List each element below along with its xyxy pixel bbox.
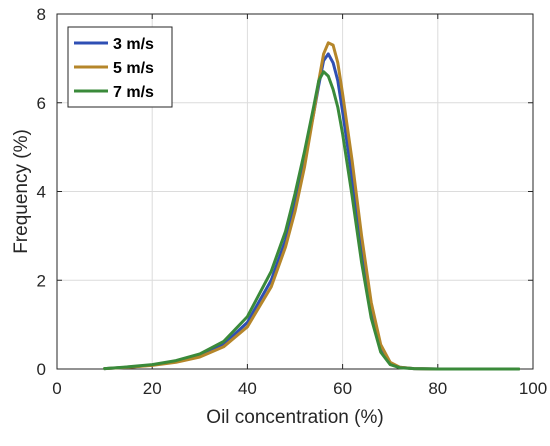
x-tick-label: 0	[52, 379, 61, 398]
x-axis-ticks: 0 20 40 60 80 100	[52, 14, 547, 398]
x-tick-label: 40	[238, 379, 257, 398]
legend-label: 5 m/s	[113, 60, 154, 77]
legend-label: 3 m/s	[113, 36, 154, 53]
series-line-7-m-s	[103, 70, 521, 371]
y-tick-label: 6	[37, 94, 46, 113]
x-tick-label: 80	[428, 379, 447, 398]
y-axis-label: Frequency (%)	[11, 129, 32, 254]
y-tick-label: 8	[37, 5, 46, 24]
legend: 3 m/s 5 m/s 7 m/s	[67, 26, 173, 108]
y-tick-label: 2	[37, 271, 46, 290]
x-tick-label: 60	[333, 379, 352, 398]
legend-label: 7 m/s	[113, 84, 154, 101]
series-lines	[103, 41, 521, 371]
x-tick-label: 100	[519, 379, 547, 398]
y-axis-ticks: 0 2 4 6 8	[37, 5, 533, 379]
y-tick-label: 0	[37, 360, 46, 379]
x-tick-label: 20	[143, 379, 162, 398]
x-axis-label: Oil concentration (%)	[206, 407, 383, 428]
y-tick-label: 4	[37, 183, 46, 202]
